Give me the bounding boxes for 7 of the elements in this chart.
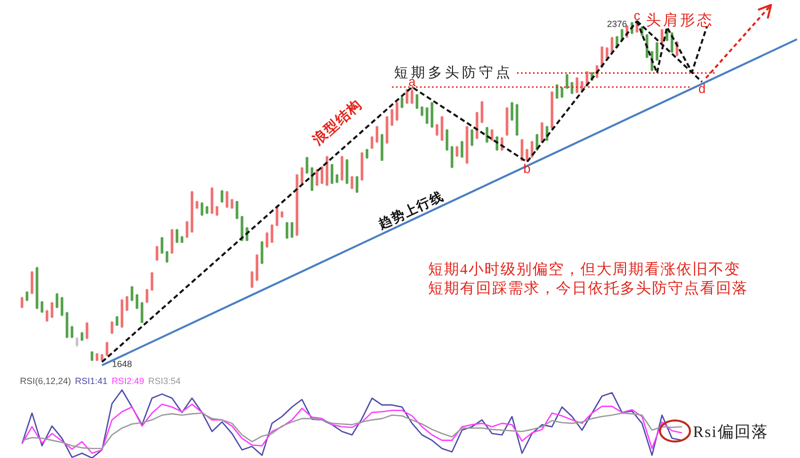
annotation: 短期有回踩需求，今日依托多头防守点看回落 xyxy=(428,281,748,297)
annotation: 浪型结构 xyxy=(310,97,366,149)
annotation: 头肩形态 xyxy=(646,13,714,29)
annotation: Rsi偏回落 xyxy=(693,424,768,441)
title: RSI(6,12,24) xyxy=(20,376,72,386)
annotation: 趋势上行线 xyxy=(376,188,446,232)
annotation: 短期4小时级别偏空，但大周期看涨依旧不变 xyxy=(428,262,740,278)
